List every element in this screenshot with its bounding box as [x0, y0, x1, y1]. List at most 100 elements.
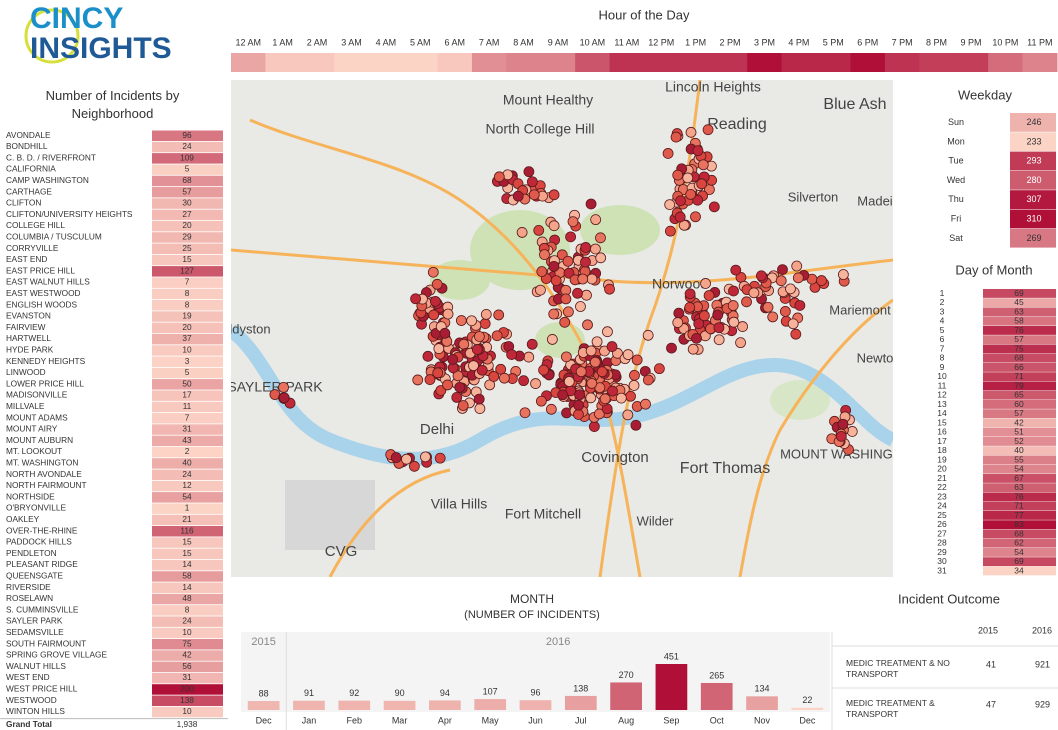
- incident-dot: [575, 366, 587, 378]
- bar-value-label: 270: [619, 670, 634, 680]
- neighborhood-cell: [152, 435, 223, 447]
- day-value: 62: [1014, 538, 1024, 548]
- incident-dot: [775, 275, 787, 287]
- neighborhood-name: MOUNT AIRY: [6, 424, 58, 434]
- day-cell: [983, 501, 1056, 511]
- day-value: 45: [1014, 297, 1024, 307]
- incident-dot: [458, 338, 470, 350]
- neighborhood-name: CORRYVILLE: [6, 243, 59, 253]
- road: [328, 468, 451, 577]
- hour-cell: [747, 53, 783, 72]
- neighborhood-cell: [152, 288, 223, 300]
- park: [535, 322, 585, 358]
- neighborhood-value: 3: [185, 356, 190, 366]
- incident-dot: [779, 306, 791, 317]
- neighborhood-value: 96: [182, 130, 192, 140]
- incident-dot: [548, 308, 560, 320]
- neighborhood-value: 10: [182, 627, 192, 637]
- neighborhood-cell: [152, 492, 223, 503]
- incident-dot: [590, 243, 601, 255]
- neighborhood-value: 75: [182, 638, 192, 648]
- neighborhood-name: PLEASANT RIDGE: [6, 559, 78, 569]
- incident-dot: [573, 399, 584, 411]
- weekday-label: Sun: [948, 117, 964, 127]
- hour-cell: [919, 53, 955, 72]
- hour-label: 11 AM: [614, 37, 639, 47]
- incident-dot: [755, 270, 767, 282]
- incident-dot: [539, 249, 550, 260]
- neighborhood-value: 7: [185, 277, 190, 287]
- incident-dot: [572, 287, 583, 299]
- neighborhood-value: 8: [185, 299, 190, 309]
- day-value: 66: [1014, 362, 1024, 372]
- incident-dot: [535, 284, 546, 296]
- bar-value-label: 92: [349, 688, 359, 698]
- incident-dot: [427, 266, 439, 278]
- neighborhood-name: ROSELAWN: [6, 593, 53, 603]
- bar: [519, 700, 552, 710]
- day-cell: [983, 483, 1056, 493]
- neighborhood-cell: [152, 333, 223, 345]
- incident-dot: [697, 159, 709, 171]
- incident-dot: [790, 328, 802, 340]
- neighborhood-name: EAST PRICE HILL: [6, 265, 75, 275]
- incident-dot: [672, 317, 684, 328]
- outcome-value: 41: [986, 659, 996, 669]
- day-value: 68: [1014, 528, 1024, 538]
- bar: [655, 664, 688, 710]
- incident-dot: [424, 374, 436, 385]
- neighborhood-name: AVONDALE: [6, 130, 51, 140]
- neighborhood-cell: [152, 367, 223, 379]
- day-label: 31: [937, 565, 947, 575]
- incident-dot: [278, 381, 289, 393]
- neighborhood-cell: [152, 413, 223, 424]
- incident-dot: [523, 166, 535, 178]
- day-cell: [983, 390, 1056, 400]
- neighborhood-cell: [152, 322, 223, 334]
- incident-dot: [595, 232, 606, 244]
- incident-dot: [628, 380, 640, 391]
- incident-dot: [454, 381, 466, 393]
- incident-dot: [835, 430, 847, 442]
- hour-label: 11 PM: [1027, 37, 1052, 47]
- hour-cell: [678, 53, 714, 72]
- incident-dot: [640, 398, 651, 410]
- neighborhood-name: EAST END: [6, 254, 47, 264]
- day-value: 42: [1014, 417, 1024, 427]
- bar: [746, 696, 778, 710]
- day-label: 19: [937, 454, 947, 464]
- bar: [791, 707, 824, 710]
- day-cell: [983, 363, 1056, 372]
- incident-dot: [702, 124, 714, 136]
- hour-cell: [506, 53, 542, 72]
- day-cell: [983, 511, 1056, 520]
- day-of-month-title: Day of Month: [955, 262, 1032, 277]
- day-label: 29: [937, 547, 947, 557]
- airport: [285, 480, 375, 550]
- map-label: Wilder: [637, 513, 675, 528]
- incident-dot: [533, 224, 545, 236]
- day-label: 12: [937, 390, 947, 400]
- day-label: 20: [937, 464, 947, 474]
- bar-value-label: 22: [802, 695, 812, 705]
- neighborhood-value: 15: [182, 254, 192, 264]
- map: Mount Healthy Lincoln Heights Blue Ash Nort…: [231, 80, 893, 577]
- incident-dot: [557, 389, 569, 401]
- incident-dot: [581, 289, 592, 301]
- hour-cell: [231, 53, 266, 72]
- neighborhood-name: HARTWELL: [6, 333, 51, 343]
- day-cell: [983, 566, 1056, 576]
- neighborhood-name: HYDE PARK: [6, 345, 54, 355]
- hour-cell: [816, 53, 851, 72]
- incident-dot: [546, 334, 558, 345]
- neighborhood-cell: [152, 526, 223, 537]
- neighborhood-value: 14: [182, 559, 192, 569]
- hour-cell: [884, 53, 920, 72]
- neighborhood-cell: [152, 661, 223, 673]
- x-tick-label: Feb: [347, 715, 363, 725]
- neighborhood-name: WEST END: [6, 672, 50, 682]
- incident-dot: [748, 287, 760, 299]
- bar-value-label: 94: [440, 688, 450, 698]
- neighborhood-name: CARTHAGE: [6, 186, 52, 196]
